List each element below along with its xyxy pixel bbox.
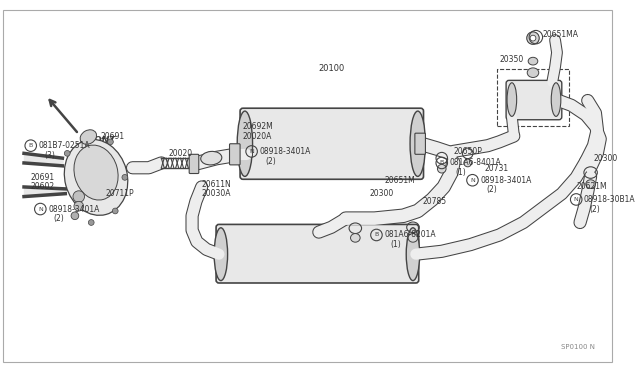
Ellipse shape <box>437 164 446 173</box>
FancyBboxPatch shape <box>415 133 426 154</box>
Text: 20030A: 20030A <box>202 189 231 198</box>
Text: 081A6-8401A: 081A6-8401A <box>449 158 501 167</box>
Text: 20602: 20602 <box>31 182 55 192</box>
Ellipse shape <box>527 32 540 44</box>
Text: 08918-3401A: 08918-3401A <box>259 147 310 156</box>
Text: (1): (1) <box>390 240 401 249</box>
Ellipse shape <box>214 228 228 280</box>
Ellipse shape <box>528 57 538 65</box>
Text: 20692M: 20692M <box>242 122 273 131</box>
Text: 20350: 20350 <box>499 55 524 64</box>
Ellipse shape <box>551 83 561 116</box>
Text: N: N <box>38 206 43 212</box>
Text: N: N <box>249 149 254 154</box>
Ellipse shape <box>74 145 118 200</box>
Circle shape <box>74 201 84 211</box>
Text: B: B <box>440 160 444 166</box>
Text: 20300: 20300 <box>370 189 394 198</box>
Text: 08918-30B1A: 08918-30B1A <box>584 195 636 204</box>
Text: (2): (2) <box>265 157 276 166</box>
Text: (2): (2) <box>54 214 65 223</box>
Text: 081B7-0251A: 081B7-0251A <box>38 141 90 150</box>
Ellipse shape <box>408 234 418 242</box>
Text: N: N <box>574 197 579 202</box>
Text: SP0100 N: SP0100 N <box>561 344 595 350</box>
Text: 08918-3401A: 08918-3401A <box>48 205 99 214</box>
FancyBboxPatch shape <box>506 80 562 120</box>
Circle shape <box>108 139 113 145</box>
Ellipse shape <box>530 35 536 41</box>
Ellipse shape <box>507 83 516 116</box>
Text: 20711P: 20711P <box>106 189 134 198</box>
FancyBboxPatch shape <box>230 144 240 165</box>
Ellipse shape <box>201 151 222 165</box>
Text: 20300: 20300 <box>593 154 618 163</box>
Text: 08918-3401A: 08918-3401A <box>480 176 532 185</box>
Text: FRONT: FRONT <box>82 136 116 145</box>
Ellipse shape <box>464 159 472 167</box>
Text: (2): (2) <box>486 185 497 194</box>
Text: 20650P: 20650P <box>453 147 482 156</box>
Text: 081A6-8201A: 081A6-8201A <box>384 231 436 240</box>
FancyBboxPatch shape <box>216 224 419 283</box>
Circle shape <box>73 191 84 202</box>
Ellipse shape <box>586 180 595 188</box>
Text: 20100: 20100 <box>318 64 344 73</box>
Ellipse shape <box>410 111 426 176</box>
Text: 20020: 20020 <box>168 149 192 158</box>
Text: (2): (2) <box>589 205 600 214</box>
Text: 20691: 20691 <box>31 173 55 182</box>
Circle shape <box>65 150 70 156</box>
Text: (1): (1) <box>455 168 466 177</box>
Text: (3): (3) <box>44 151 55 160</box>
FancyBboxPatch shape <box>189 154 199 173</box>
Text: 20691: 20691 <box>101 132 125 141</box>
Text: 20621M: 20621M <box>576 182 607 192</box>
Circle shape <box>113 208 118 214</box>
Circle shape <box>122 174 128 180</box>
Text: N: N <box>470 178 475 183</box>
Ellipse shape <box>527 68 539 77</box>
Text: B: B <box>29 143 33 148</box>
Ellipse shape <box>80 130 97 144</box>
Circle shape <box>71 212 79 219</box>
Text: B: B <box>374 232 379 237</box>
Text: 20651MA: 20651MA <box>543 30 579 39</box>
Ellipse shape <box>406 228 420 280</box>
FancyBboxPatch shape <box>240 108 424 179</box>
Text: 20611N: 20611N <box>202 180 232 189</box>
Ellipse shape <box>237 111 253 176</box>
Ellipse shape <box>64 140 128 215</box>
Text: 20785: 20785 <box>422 197 447 206</box>
Ellipse shape <box>351 234 360 242</box>
Text: 20731: 20731 <box>485 164 509 173</box>
Text: 20020A: 20020A <box>242 132 271 141</box>
Text: 20651M: 20651M <box>384 176 415 185</box>
Circle shape <box>88 219 94 225</box>
